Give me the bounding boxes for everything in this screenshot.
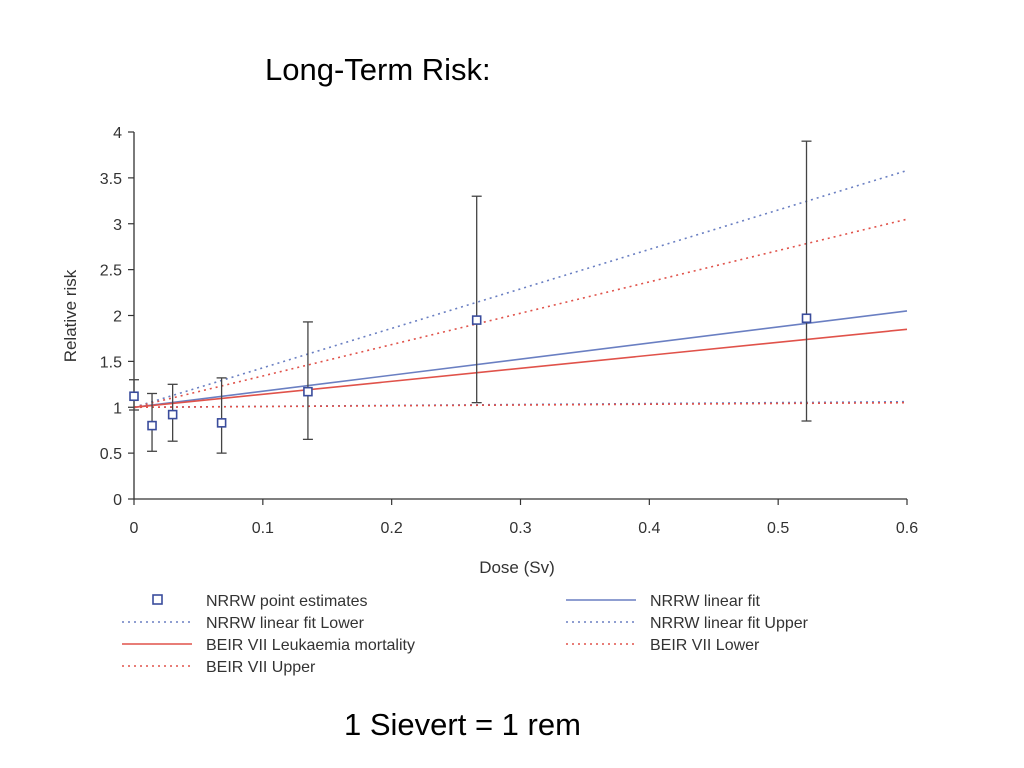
point-estimates (129, 140, 812, 454)
y-tick-label: 1 (113, 400, 122, 417)
y-tick-label: 3.5 (100, 171, 122, 188)
x-tick-label: 0.2 (381, 520, 403, 537)
legend-label: NRRW point estimates (206, 593, 368, 610)
y-tick-label: 4 (113, 125, 122, 142)
y-tick-label: 0 (113, 492, 122, 509)
point-marker (801, 313, 812, 324)
point-marker (471, 315, 482, 325)
legend-label: NRRW linear fit Lower (206, 615, 365, 632)
dose-risk-chart: 0 0.5 1 1.5 2 2.5 3 3.5 4 0 0.1 0.2 0.3 0.4 0.5 0.6 Dos… (61, 125, 918, 676)
point-marker (303, 386, 313, 397)
series-nrrw-linear-fit-upper (133, 169, 908, 409)
point-marker (147, 420, 157, 431)
series-nrrw-linear-fit (133, 310, 908, 409)
y-tick-label: 0.5 (100, 446, 122, 463)
x-tick-label: 0.5 (767, 520, 789, 537)
y-tick-label: 2 (113, 309, 122, 326)
y-tick-label: 1.5 (100, 354, 122, 371)
y-tick-label: 3 (113, 217, 122, 234)
legend-label: NRRW linear fit (650, 593, 761, 610)
series-beir-vii-upper (133, 218, 908, 409)
x-tick-label: 0.1 (252, 520, 274, 537)
x-tick-label: 0.6 (896, 520, 918, 537)
legend-label: BEIR VII Leukaemia mortality (206, 637, 415, 654)
legend-swatch-marker (152, 594, 163, 605)
x-tick-label: 0 (130, 520, 139, 537)
point-marker (216, 418, 227, 428)
x-axis-label: Dose (Sv) (479, 558, 555, 577)
footer-note: 1 Sievert = 1 rem (344, 707, 581, 742)
point-marker (129, 391, 139, 402)
point-marker (167, 409, 178, 420)
legend-label: BEIR VII Lower (650, 637, 760, 654)
legend-label: NRRW linear fit Upper (650, 615, 809, 632)
series-beir-vii-lower (133, 401, 908, 409)
x-tick-label: 0.4 (638, 520, 660, 537)
x-tick-label: 0.3 (509, 520, 531, 537)
legend: NRRW point estimates NRRW linear fit Lowe… (122, 593, 809, 676)
slide-title: Long-Term Risk: (265, 52, 491, 87)
series-beir-vii-leukaemia-mortality (133, 328, 908, 409)
legend-label: BEIR VII Upper (206, 659, 316, 676)
y-axis-label: Relative risk (61, 269, 80, 362)
fit-lines (133, 169, 908, 409)
axes: 0 0.5 1 1.5 2 2.5 3 3.5 4 0 0.1 0.2 0.3 0.4 0.5 0.6 (100, 125, 918, 537)
y-tick-label: 2.5 (100, 263, 122, 280)
